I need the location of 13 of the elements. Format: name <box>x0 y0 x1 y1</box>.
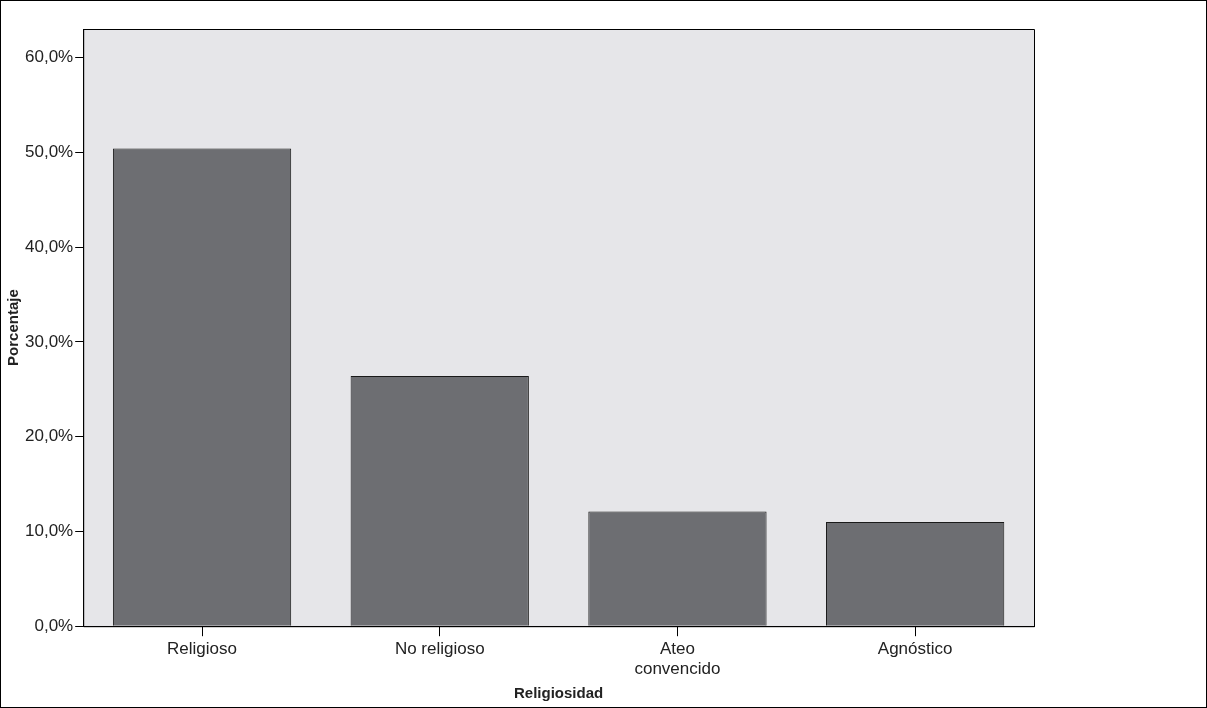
x-tick-label: Religioso <box>167 639 238 659</box>
x-axis-title: Religiosidad <box>514 684 604 702</box>
y-tick-label: 10,0% <box>25 521 74 541</box>
x-tick-label: Ateo convencido <box>634 639 721 679</box>
y-axis-title: Porcentaje <box>4 289 22 366</box>
x-tick-label: No religioso <box>394 639 485 659</box>
y-tick-label: 50,0% <box>25 141 74 161</box>
y-tick-label: 60,0% <box>25 47 74 67</box>
y-tick-label: 0,0% <box>34 615 74 635</box>
x-tick-label: Agnóstico <box>877 639 953 659</box>
y-tick-label: 20,0% <box>25 426 74 446</box>
y-tick-label: 30,0% <box>25 331 74 351</box>
y-tick-label: 40,0% <box>25 236 74 256</box>
